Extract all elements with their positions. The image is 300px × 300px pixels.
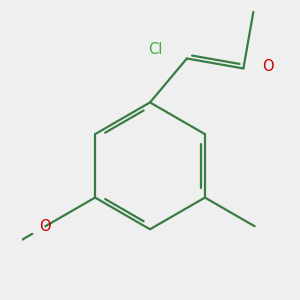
Text: O: O (40, 219, 51, 234)
Text: Cl: Cl (148, 42, 162, 57)
Text: O: O (262, 59, 273, 74)
